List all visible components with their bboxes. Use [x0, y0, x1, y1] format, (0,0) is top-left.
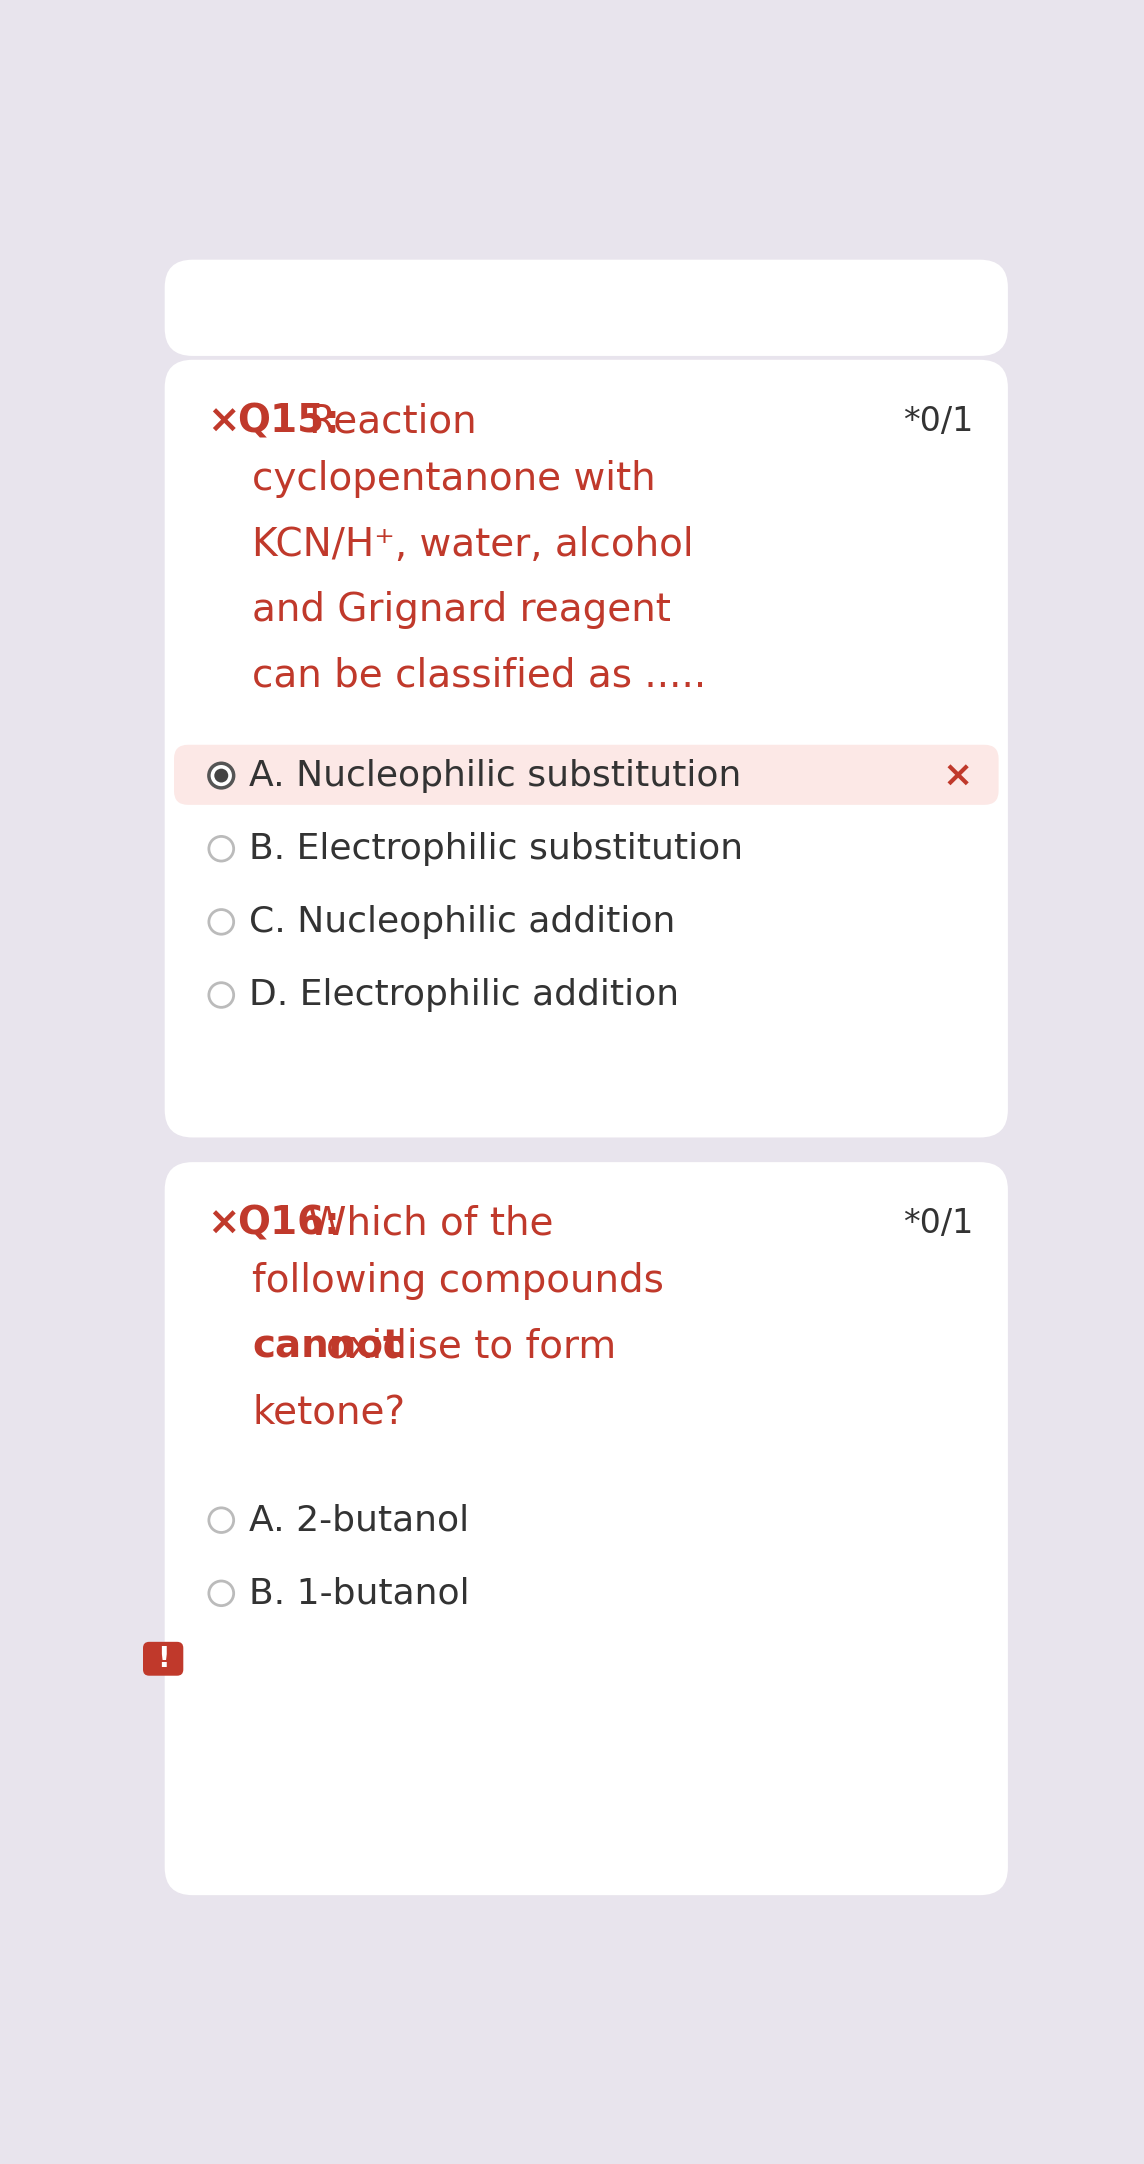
Text: *0/1: *0/1: [903, 405, 974, 437]
Text: B. Electrophilic substitution: B. Electrophilic substitution: [249, 831, 744, 866]
Text: ketone?: ketone?: [253, 1394, 405, 1430]
Text: D. Electrophilic addition: D. Electrophilic addition: [249, 978, 680, 1013]
Text: B. 1-butanol: B. 1-butanol: [249, 1575, 470, 1610]
FancyBboxPatch shape: [143, 1642, 183, 1675]
Circle shape: [209, 982, 233, 1008]
Text: Q16:: Q16:: [237, 1205, 340, 1242]
Text: following compounds: following compounds: [253, 1262, 665, 1301]
Text: A. Nucleophilic substitution: A. Nucleophilic substitution: [249, 760, 741, 792]
Circle shape: [209, 909, 233, 935]
Circle shape: [209, 1582, 233, 1606]
FancyBboxPatch shape: [165, 1162, 1008, 1896]
Text: !: !: [157, 1645, 169, 1673]
Circle shape: [209, 1508, 233, 1532]
Circle shape: [209, 837, 233, 861]
Text: can be classified as .....: can be classified as .....: [253, 656, 707, 695]
Text: Reaction: Reaction: [308, 403, 477, 441]
FancyBboxPatch shape: [165, 260, 1008, 355]
Text: ×: ×: [943, 760, 974, 792]
Circle shape: [214, 768, 229, 783]
Text: C. Nucleophilic addition: C. Nucleophilic addition: [249, 905, 676, 939]
Text: A. 2-butanol: A. 2-butanol: [249, 1504, 469, 1536]
Text: and Grignard reagent: and Grignard reagent: [253, 591, 672, 630]
Text: ×: ×: [207, 403, 240, 441]
Text: oxidise to form: oxidise to form: [326, 1329, 615, 1365]
Text: *0/1: *0/1: [903, 1208, 974, 1240]
Text: cannot: cannot: [253, 1329, 402, 1365]
FancyBboxPatch shape: [174, 744, 999, 805]
Circle shape: [209, 764, 233, 788]
Text: ×: ×: [207, 1205, 240, 1242]
FancyBboxPatch shape: [165, 359, 1008, 1138]
Text: Q15:: Q15:: [237, 403, 340, 441]
Text: Which of the: Which of the: [308, 1205, 554, 1242]
Text: KCN/H⁺, water, alcohol: KCN/H⁺, water, alcohol: [253, 526, 694, 563]
Text: cyclopentanone with: cyclopentanone with: [253, 461, 656, 498]
